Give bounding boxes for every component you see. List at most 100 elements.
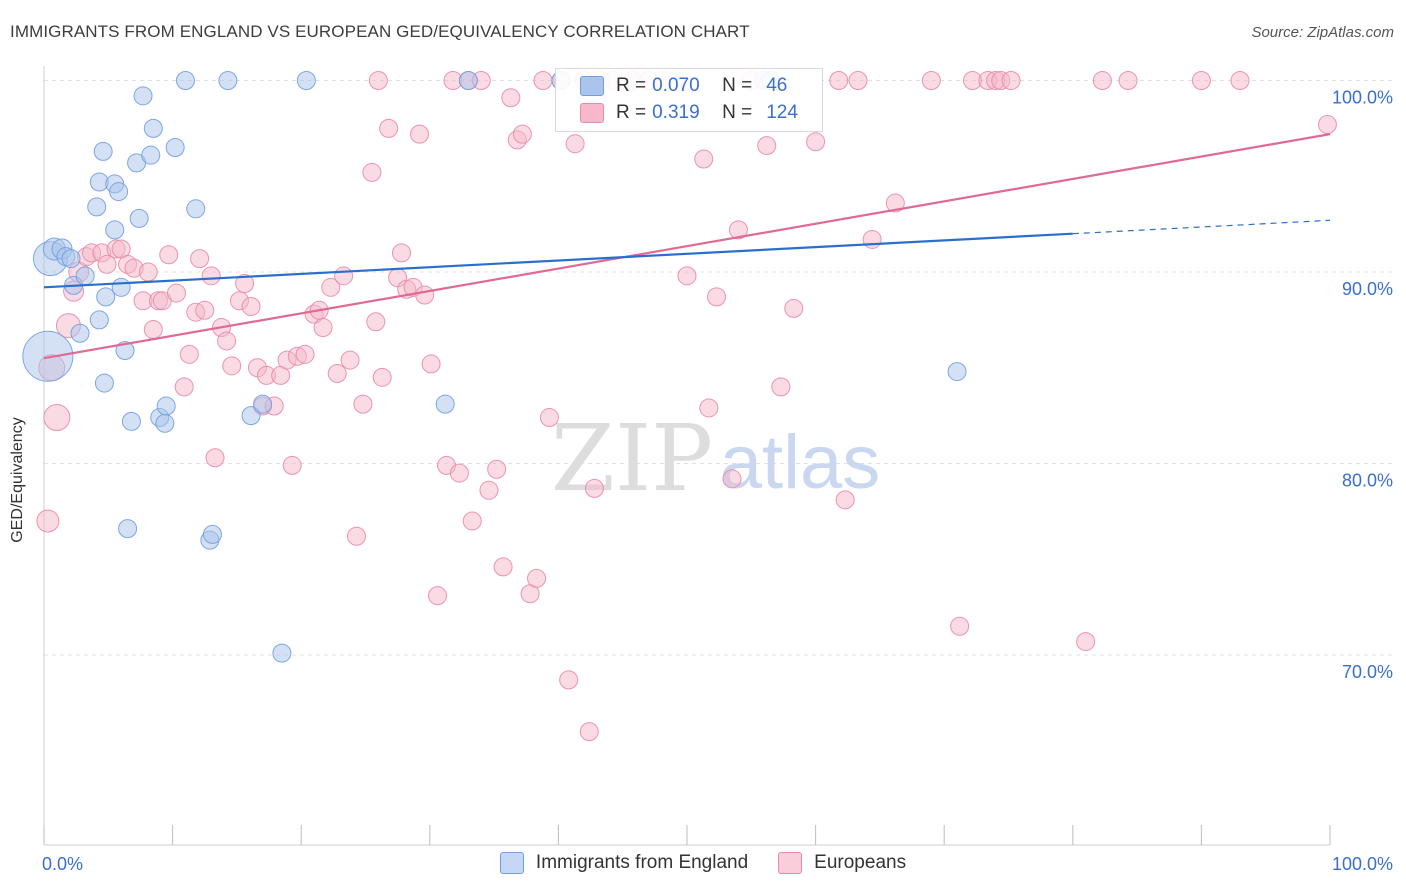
england-point xyxy=(241,406,261,426)
europeans-swatch xyxy=(580,103,604,123)
europeans-point xyxy=(565,134,585,154)
europeans-point xyxy=(190,249,210,269)
europeans-point xyxy=(1118,71,1138,90)
england-point xyxy=(109,182,129,202)
europeans-point xyxy=(368,71,388,90)
england-point xyxy=(435,394,455,414)
europeans-point xyxy=(699,398,719,418)
europeans-point xyxy=(372,367,392,387)
x-tick-label-start: 0.0% xyxy=(42,854,83,874)
england-point xyxy=(94,373,114,393)
stats-row-england: R = 0.070 N = 46 xyxy=(580,73,787,99)
europeans-point xyxy=(143,319,163,339)
england-swatch xyxy=(580,76,604,96)
europeans-point xyxy=(1001,71,1021,90)
europeans-point xyxy=(415,285,435,305)
europeans-point xyxy=(295,344,315,364)
england-point xyxy=(129,208,149,228)
europeans-point xyxy=(1230,71,1250,90)
england-point xyxy=(175,71,195,90)
europeans-point xyxy=(487,459,507,479)
y-tick-label: 90.0% xyxy=(1342,279,1393,299)
n-label: N = xyxy=(722,75,753,96)
europeans-point xyxy=(885,193,905,213)
europeans-point xyxy=(829,71,849,90)
england-point xyxy=(202,524,222,544)
england-point xyxy=(118,519,138,539)
europeans-point xyxy=(1092,71,1112,90)
europeans-point xyxy=(235,273,255,293)
england-trend-extension xyxy=(1072,219,1331,235)
europeans-point xyxy=(862,229,882,249)
england-point xyxy=(75,266,95,286)
england-point xyxy=(115,341,135,361)
europeans-point xyxy=(848,71,868,90)
r-label: R = xyxy=(616,102,647,123)
england-point xyxy=(61,249,81,269)
europeans-point xyxy=(493,557,513,577)
europeans-point xyxy=(428,586,448,606)
source-credit: Source: ZipAtlas.com xyxy=(1251,24,1394,41)
series-legend: Immigrants from England Europeans xyxy=(0,852,1406,874)
legend-label-england: Immigrants from England xyxy=(535,852,749,873)
europeans-point xyxy=(36,509,60,533)
europeans-point xyxy=(138,262,158,282)
europeans-point xyxy=(539,408,559,428)
stats-row-europeans: R = 0.319 N = 124 xyxy=(580,100,798,126)
europeans-point xyxy=(222,356,242,376)
england-point xyxy=(96,287,116,307)
axes xyxy=(43,66,1331,846)
europeans-point xyxy=(241,296,261,316)
europeans-point xyxy=(97,254,117,274)
x-tick-label-end: 100.0% xyxy=(1332,854,1393,874)
europeans-point xyxy=(757,136,777,156)
europeans-point xyxy=(707,287,727,307)
europeans-point xyxy=(174,377,194,397)
n-label: N = xyxy=(722,102,753,123)
england-point xyxy=(111,277,131,297)
england-point xyxy=(89,310,109,330)
gridlines xyxy=(44,80,1392,656)
england-point xyxy=(156,396,176,416)
europeans-point xyxy=(327,363,347,383)
europeans-point xyxy=(527,568,547,588)
england-point xyxy=(186,199,206,219)
england-point xyxy=(87,197,107,217)
legend-item-europeans[interactable]: Europeans xyxy=(778,852,906,874)
europeans-point xyxy=(201,266,221,286)
europeans-point xyxy=(313,318,333,338)
y-tick-label: 100.0% xyxy=(1332,88,1393,108)
europeans-point xyxy=(771,377,791,397)
r-label: R = xyxy=(616,75,647,96)
europeans-point xyxy=(43,404,71,432)
england-point xyxy=(141,145,161,165)
y-tick-label: 80.0% xyxy=(1342,471,1393,491)
europeans-point xyxy=(449,463,469,483)
legend-item-england[interactable]: Immigrants from England xyxy=(499,852,749,874)
europeans-legend-swatch xyxy=(778,852,803,874)
england-point xyxy=(22,330,74,382)
england-points xyxy=(22,71,967,663)
y-tick-label: 70.0% xyxy=(1342,662,1393,682)
europeans-point xyxy=(421,354,441,374)
europeans-point xyxy=(784,298,804,318)
n-value: 46 xyxy=(766,75,788,96)
europeans-point xyxy=(1076,632,1096,652)
europeans-point xyxy=(501,88,521,108)
europeans-point xyxy=(950,616,970,636)
europeans-point xyxy=(921,71,941,90)
europeans-point xyxy=(159,245,179,265)
europeans-point xyxy=(410,124,430,144)
europeans-point xyxy=(579,722,599,742)
r-value: 0.319 xyxy=(652,102,700,123)
europeans-trend-line xyxy=(43,133,1331,360)
europeans-point xyxy=(559,670,579,690)
england-trend-line xyxy=(43,232,1073,289)
england-point xyxy=(296,71,316,90)
europeans-point xyxy=(462,511,482,531)
europeans-point xyxy=(340,350,360,370)
england-point xyxy=(105,220,125,240)
trend-lines xyxy=(43,133,1331,360)
europeans-point xyxy=(677,266,697,286)
